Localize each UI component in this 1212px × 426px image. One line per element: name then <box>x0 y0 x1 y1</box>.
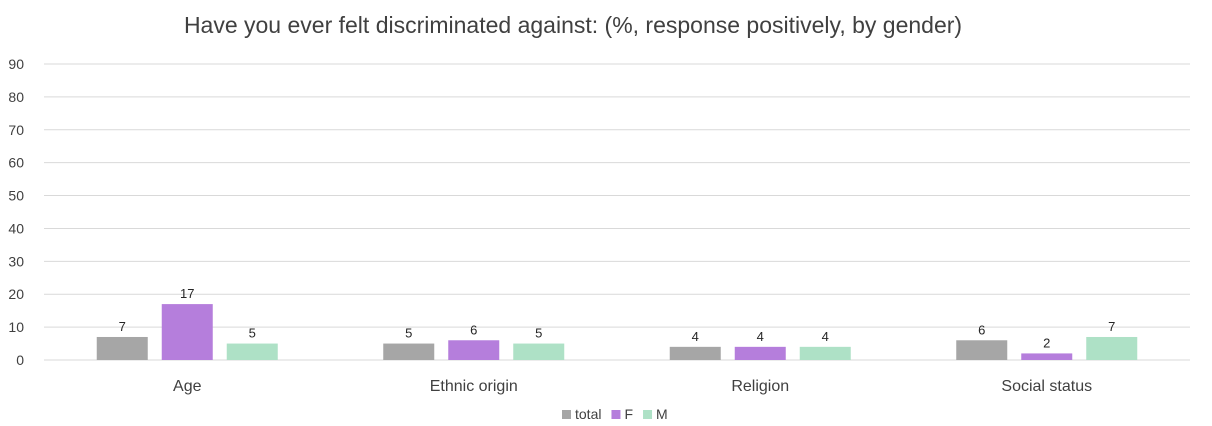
y-tick-label: 60 <box>8 155 24 171</box>
legend-swatch-f <box>611 410 621 419</box>
data-label: 6 <box>470 322 477 337</box>
y-tick-label: 0 <box>16 352 24 368</box>
bar-total-social-status <box>956 340 1008 360</box>
bar-m-ethnic-origin <box>513 343 565 360</box>
y-tick-label: 10 <box>8 319 24 335</box>
legend-swatch-total <box>562 410 571 419</box>
data-label: 4 <box>757 329 764 344</box>
bar-m-social-status <box>1086 336 1138 360</box>
data-label: 4 <box>692 329 699 344</box>
bar-f-religion <box>734 346 786 360</box>
category-label: Ethnic origin <box>430 378 518 395</box>
data-label: 4 <box>822 329 829 344</box>
bars <box>96 304 1138 360</box>
chart-title: Have you ever felt discriminated against… <box>184 12 962 38</box>
data-labels: 7 17 5 5 6 5 4 4 4 6 2 7 <box>119 286 1116 350</box>
bar-total-religion <box>669 346 721 360</box>
gridlines <box>44 63 1190 361</box>
data-label: 5 <box>249 326 256 341</box>
data-label: 5 <box>535 326 542 341</box>
data-label: 5 <box>405 326 412 341</box>
bar-f-ethnic-origin <box>448 340 500 360</box>
bar-m-religion <box>799 346 851 360</box>
y-tick-label: 90 <box>8 56 24 72</box>
y-tick-label: 50 <box>8 188 24 204</box>
legend-label-m: M <box>656 406 668 422</box>
legend-label-total: total <box>575 406 601 422</box>
category-label: Social status <box>1001 378 1092 395</box>
bar-total-age <box>96 336 148 360</box>
data-label: 7 <box>119 319 126 334</box>
data-label: 7 <box>1108 319 1115 334</box>
category-label: Religion <box>731 378 789 395</box>
y-tick-label: 80 <box>8 89 24 105</box>
data-label: 2 <box>1043 335 1050 350</box>
category-label: Age <box>173 378 202 395</box>
y-tick-label: 20 <box>8 286 24 302</box>
data-label: 17 <box>180 286 194 301</box>
bar-f-social-status <box>1021 353 1073 360</box>
bar-total-ethnic-origin <box>383 343 435 360</box>
y-tick-label: 70 <box>8 122 24 138</box>
x-axis-categories: Age Ethnic origin Religion Social status <box>173 378 1092 395</box>
bar-f-age <box>161 304 213 360</box>
legend-swatch-m <box>643 410 653 419</box>
y-axis-ticks: 0 10 20 30 40 50 60 70 80 90 <box>8 56 24 368</box>
data-label: 6 <box>978 322 985 337</box>
y-tick-label: 40 <box>8 220 24 236</box>
y-tick-label: 30 <box>8 253 24 269</box>
bar-m-age <box>226 343 278 360</box>
legend-label-f: F <box>624 406 633 422</box>
legend: total F M <box>562 406 668 422</box>
